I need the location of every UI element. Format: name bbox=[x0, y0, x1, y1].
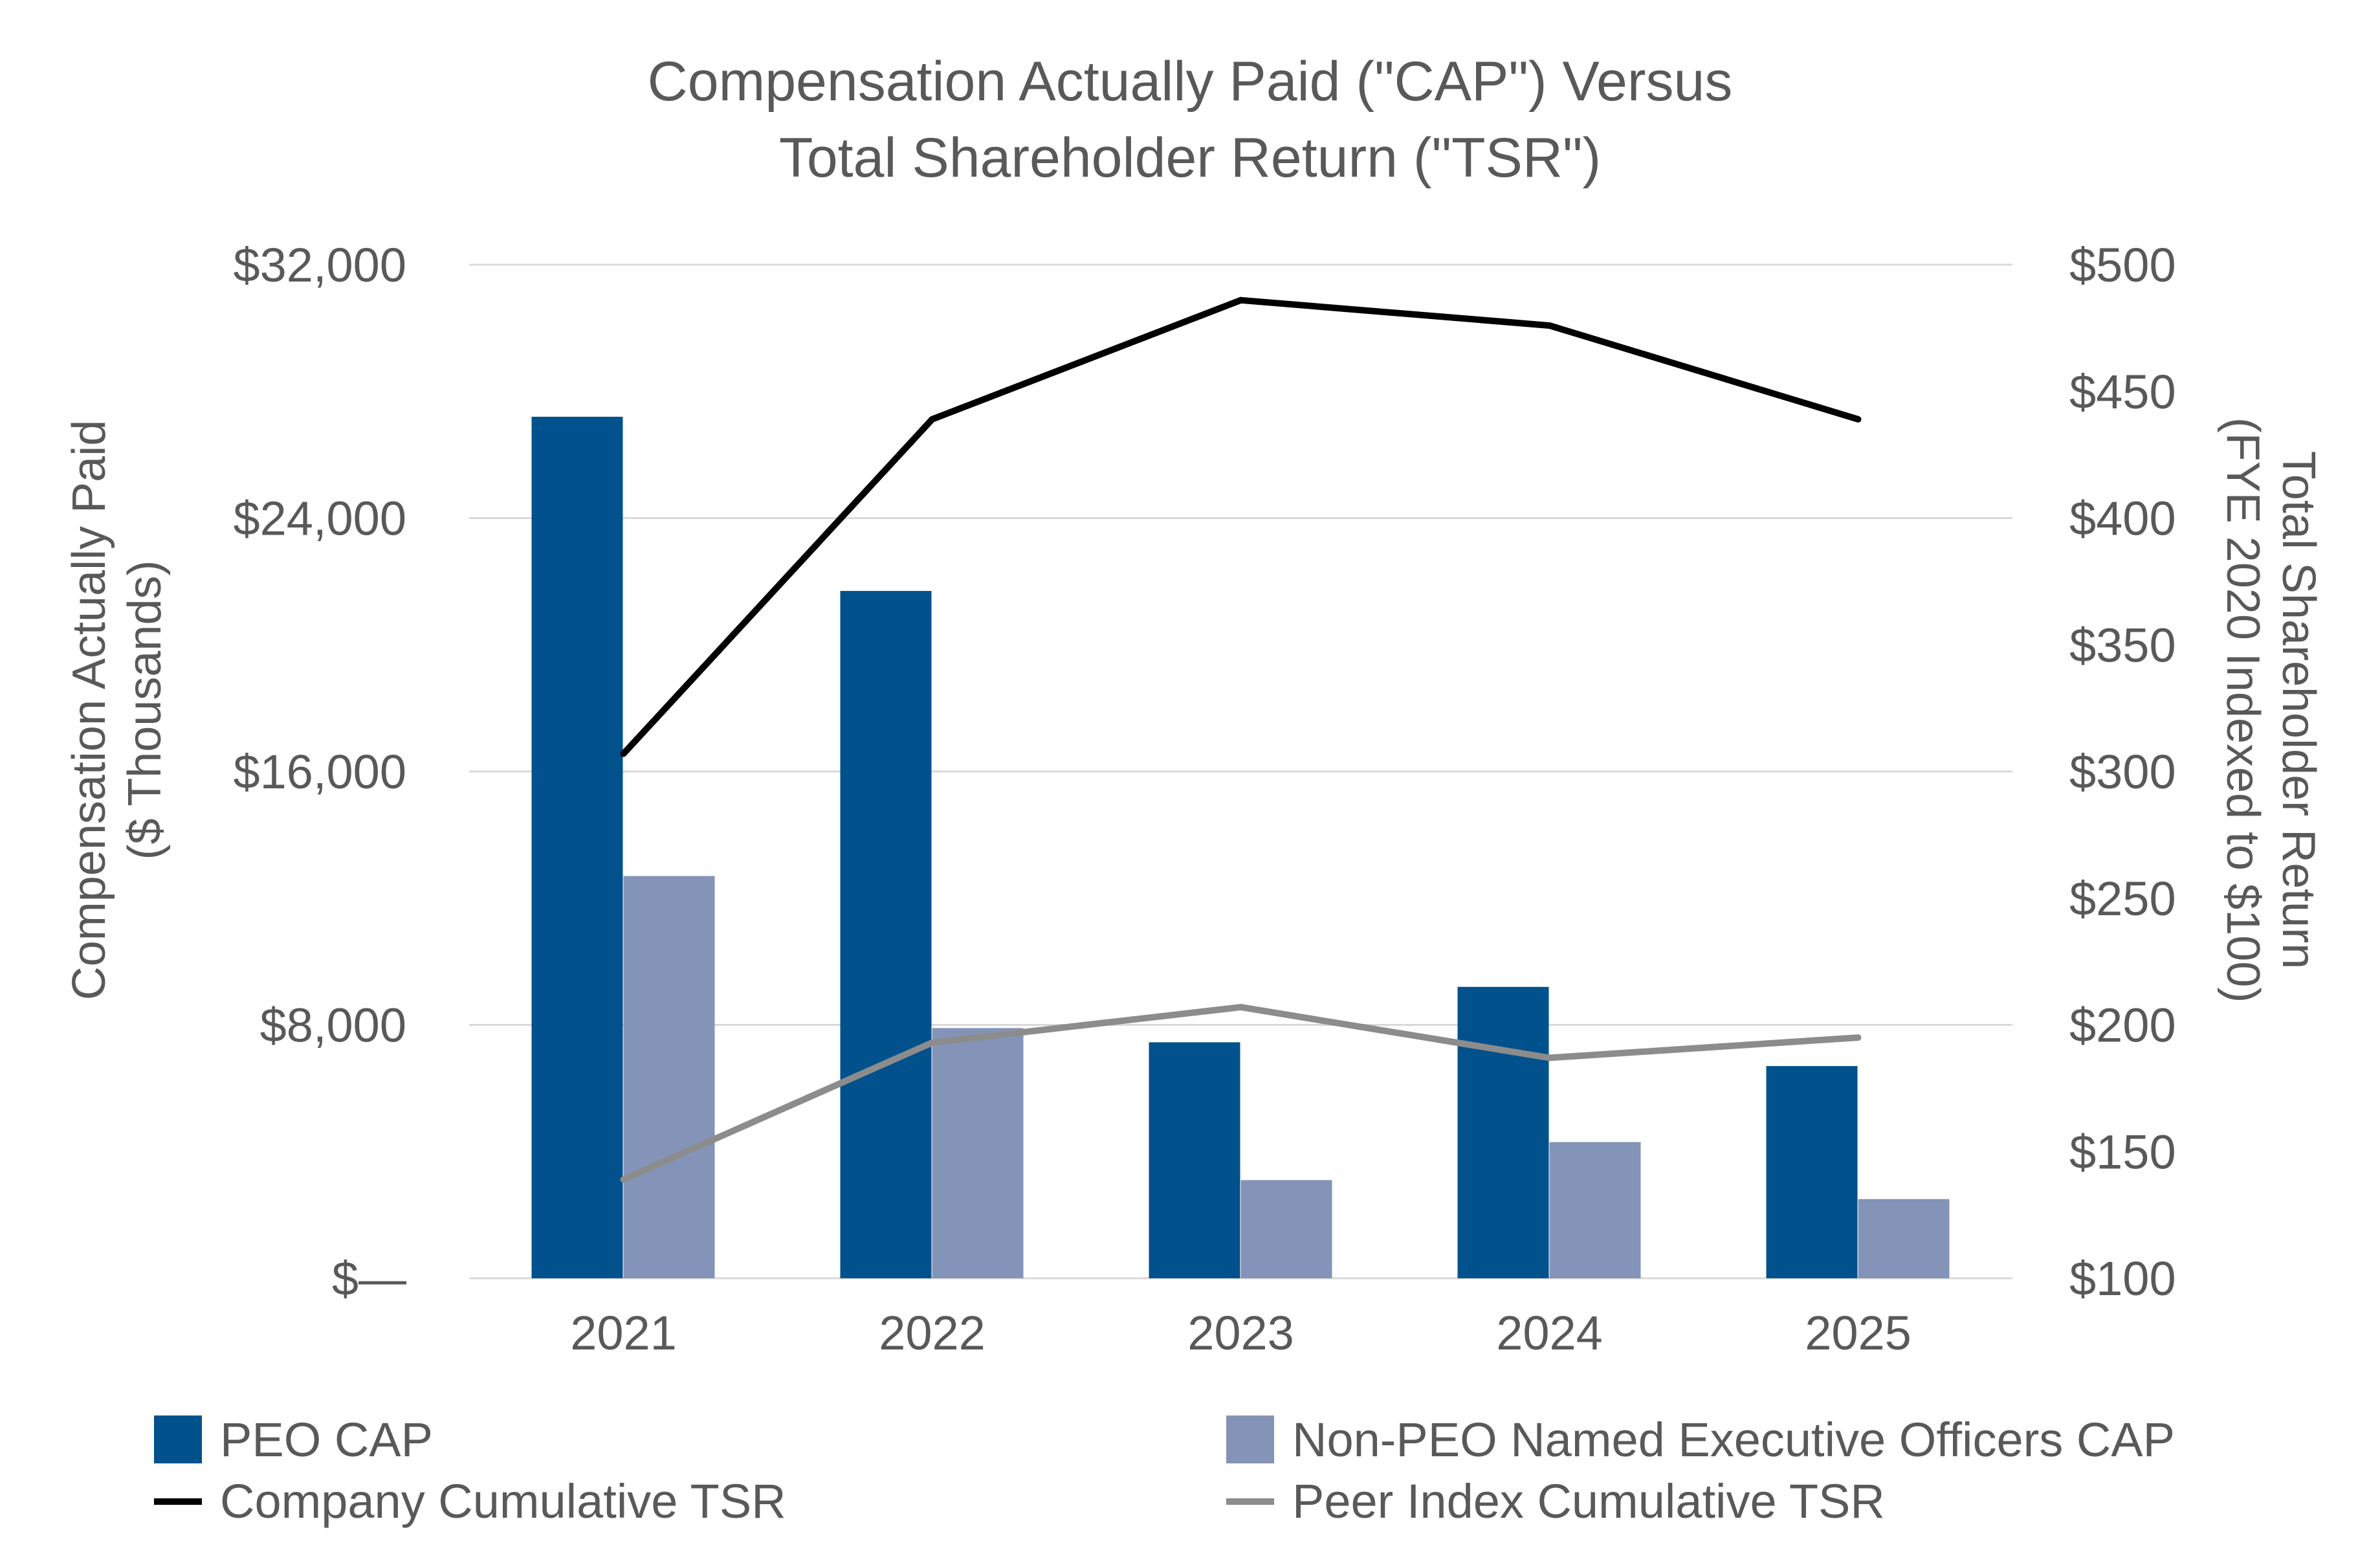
point-peer-index-cumulative-tsr-2022 bbox=[929, 1039, 936, 1046]
legend-swatch-peo-cap bbox=[154, 1415, 202, 1463]
x-tick-label: 2021 bbox=[570, 1306, 677, 1360]
point-company-cumulative-tsr-2022 bbox=[929, 416, 936, 423]
x-tick-label: 2023 bbox=[1187, 1306, 1294, 1360]
bar-non-peo-named-executive-officers-cap-2025 bbox=[1858, 1199, 1950, 1278]
left-tick-label: $24,000 bbox=[234, 492, 407, 546]
left-axis-title-line-1: Compensation Actually Paid bbox=[63, 420, 115, 1001]
right-tick-label: $450 bbox=[2069, 365, 2176, 419]
left-tick-label: $32,000 bbox=[234, 238, 407, 292]
legend-item-non-peo-cap: Non-PEO Named Executive Officers CAP bbox=[1226, 1413, 2175, 1467]
right-tick-label: $400 bbox=[2069, 492, 2176, 546]
point-company-cumulative-tsr-2023 bbox=[1237, 296, 1244, 304]
right-tick-label: $200 bbox=[2069, 999, 2176, 1052]
left-axis-title: Compensation Actually Paid ($ Thousands) bbox=[63, 420, 171, 1001]
right-tick-label: $300 bbox=[2069, 745, 2176, 799]
x-axis-ticks: 2021 2022 2023 2024 2025 bbox=[570, 1306, 1912, 1360]
legend-label-peer-tsr: Peer Index Cumulative TSR bbox=[1292, 1474, 1885, 1528]
left-tick-label: $16,000 bbox=[234, 745, 407, 799]
chart-title-line-1: Compensation Actually Paid ("CAP") Versu… bbox=[648, 50, 1733, 113]
right-axis-ticks: $100 $150 $200 $250 $300 $350 $400 $450 $500 bbox=[2069, 238, 2176, 1305]
line-company-cumulative-tsr bbox=[621, 296, 1859, 756]
bar-peo-cap-2024 bbox=[1457, 986, 1549, 1278]
right-tick-label: $250 bbox=[2069, 872, 2176, 926]
right-tick-label: $150 bbox=[2069, 1125, 2176, 1179]
legend-label-company-tsr: Company Cumulative TSR bbox=[220, 1474, 786, 1528]
bar-peo-cap-2023 bbox=[1149, 1042, 1240, 1278]
legend: PEO CAP Non-PEO Named Executive Officers… bbox=[154, 1413, 2175, 1528]
right-tick-label: $100 bbox=[2069, 1252, 2176, 1305]
point-peer-index-cumulative-tsr-2024 bbox=[1546, 1054, 1553, 1061]
x-tick-label: 2022 bbox=[879, 1306, 986, 1360]
point-company-cumulative-tsr-2024 bbox=[1546, 322, 1553, 329]
x-tick-label: 2024 bbox=[1496, 1306, 1603, 1360]
chart-title-line-2: Total Shareholder Return ("TSR") bbox=[779, 127, 1601, 189]
right-tick-label: $500 bbox=[2069, 238, 2176, 292]
right-axis-title-line-2: (FYE 2020 Indexed to $100) bbox=[2217, 417, 2269, 1003]
legend-swatch-non-peo-cap bbox=[1226, 1415, 1274, 1463]
bar-non-peo-named-executive-officers-cap-2021 bbox=[623, 876, 715, 1278]
line-peer-index-cumulative-tsr bbox=[622, 1004, 1858, 1182]
left-axis-ticks: $— $8,000 $16,000 $24,000 $32,000 bbox=[234, 238, 407, 1305]
x-tick-label: 2025 bbox=[1805, 1306, 1912, 1360]
chart-title: Compensation Actually Paid ("CAP") Versu… bbox=[648, 50, 1733, 189]
legend-label-peo-cap: PEO CAP bbox=[220, 1413, 433, 1467]
gridlines bbox=[469, 263, 2012, 1280]
right-tick-label: $350 bbox=[2069, 618, 2176, 672]
point-peer-index-cumulative-tsr-2025 bbox=[1855, 1034, 1862, 1041]
left-tick-label: $8,000 bbox=[260, 999, 406, 1052]
point-peer-index-cumulative-tsr-2023 bbox=[1237, 1004, 1244, 1011]
bar-peo-cap-2025 bbox=[1766, 1066, 1858, 1278]
bar-non-peo-named-executive-officers-cap-2022 bbox=[932, 1028, 1024, 1278]
point-company-cumulative-tsr-2025 bbox=[1855, 416, 1862, 423]
line-series bbox=[620, 296, 1862, 1183]
legend-item-peer-tsr: Peer Index Cumulative TSR bbox=[1226, 1474, 1885, 1528]
legend-item-company-tsr: Company Cumulative TSR bbox=[154, 1474, 786, 1528]
bar-series bbox=[531, 416, 1950, 1278]
legend-label-non-peo-cap: Non-PEO Named Executive Officers CAP bbox=[1292, 1413, 2175, 1467]
point-peer-index-cumulative-tsr-2021 bbox=[620, 1176, 627, 1183]
bar-peo-cap-2021 bbox=[531, 416, 623, 1278]
left-tick-label: $— bbox=[332, 1252, 406, 1305]
bar-non-peo-named-executive-officers-cap-2024 bbox=[1549, 1142, 1641, 1278]
point-company-cumulative-tsr-2021 bbox=[620, 750, 627, 757]
left-axis-title-line-2: ($ Thousands) bbox=[119, 561, 171, 860]
right-axis-title-line-1: Total Shareholder Return bbox=[2273, 451, 2324, 969]
right-axis-title: Total Shareholder Return (FYE 2020 Index… bbox=[2217, 417, 2324, 1003]
bar-peo-cap-2022 bbox=[840, 591, 932, 1278]
legend-item-peo-cap: PEO CAP bbox=[154, 1413, 433, 1467]
bar-non-peo-named-executive-officers-cap-2023 bbox=[1240, 1180, 1332, 1278]
